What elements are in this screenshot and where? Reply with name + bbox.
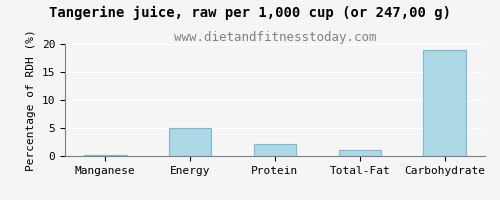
Title: www.dietandfitnesstoday.com: www.dietandfitnesstoday.com	[174, 31, 376, 44]
Bar	[254, 144, 296, 156]
Bar	[424, 50, 466, 156]
Bar	[84, 155, 126, 156]
Bar	[338, 150, 381, 156]
Text: Tangerine juice, raw per 1,000 cup (or 247,00 g): Tangerine juice, raw per 1,000 cup (or 2…	[49, 6, 451, 20]
Bar	[169, 128, 212, 156]
Y-axis label: Percentage of RDH (%): Percentage of RDH (%)	[26, 29, 36, 171]
